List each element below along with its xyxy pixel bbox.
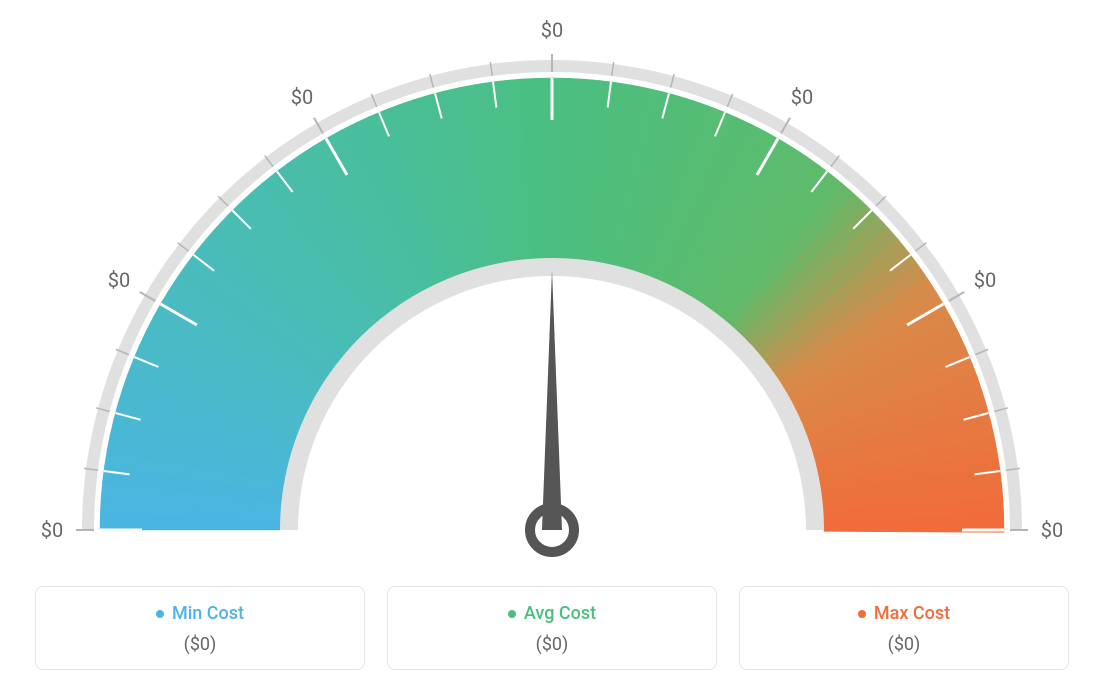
svg-text:$0: $0 <box>42 518 63 542</box>
legend-text-avg: Avg Cost <box>524 603 596 624</box>
legend-box-min: Min Cost ($0) <box>35 586 365 671</box>
svg-text:$0: $0 <box>974 268 996 292</box>
legend-text-min: Min Cost <box>172 603 244 624</box>
legend-text-max: Max Cost <box>874 603 950 624</box>
svg-text:$0: $0 <box>541 20 563 42</box>
legend-label-max: Max Cost <box>858 603 950 624</box>
legend-dot-avg <box>508 610 516 618</box>
legend-label-min: Min Cost <box>156 603 244 624</box>
legend-dot-min <box>156 610 164 618</box>
svg-text:$0: $0 <box>291 85 313 109</box>
legend-box-avg: Avg Cost ($0) <box>387 586 717 671</box>
svg-text:$0: $0 <box>1041 518 1062 542</box>
legend-box-max: Max Cost ($0) <box>739 586 1069 671</box>
svg-text:$0: $0 <box>791 85 813 109</box>
legend-dot-max <box>858 610 866 618</box>
legend-value-min: ($0) <box>36 634 364 655</box>
gauge-chart: $0 $0 $0 $0 $0 $0 $0 <box>42 20 1062 564</box>
legend-value-avg: ($0) <box>388 634 716 655</box>
svg-text:$0: $0 <box>108 268 130 292</box>
legend-label-avg: Avg Cost <box>508 603 596 624</box>
legend-row: Min Cost ($0) Avg Cost ($0) Max Cost ($0… <box>35 586 1069 671</box>
legend-value-max: ($0) <box>740 634 1068 655</box>
gauge-svg: $0 $0 $0 $0 $0 $0 $0 <box>42 20 1062 560</box>
